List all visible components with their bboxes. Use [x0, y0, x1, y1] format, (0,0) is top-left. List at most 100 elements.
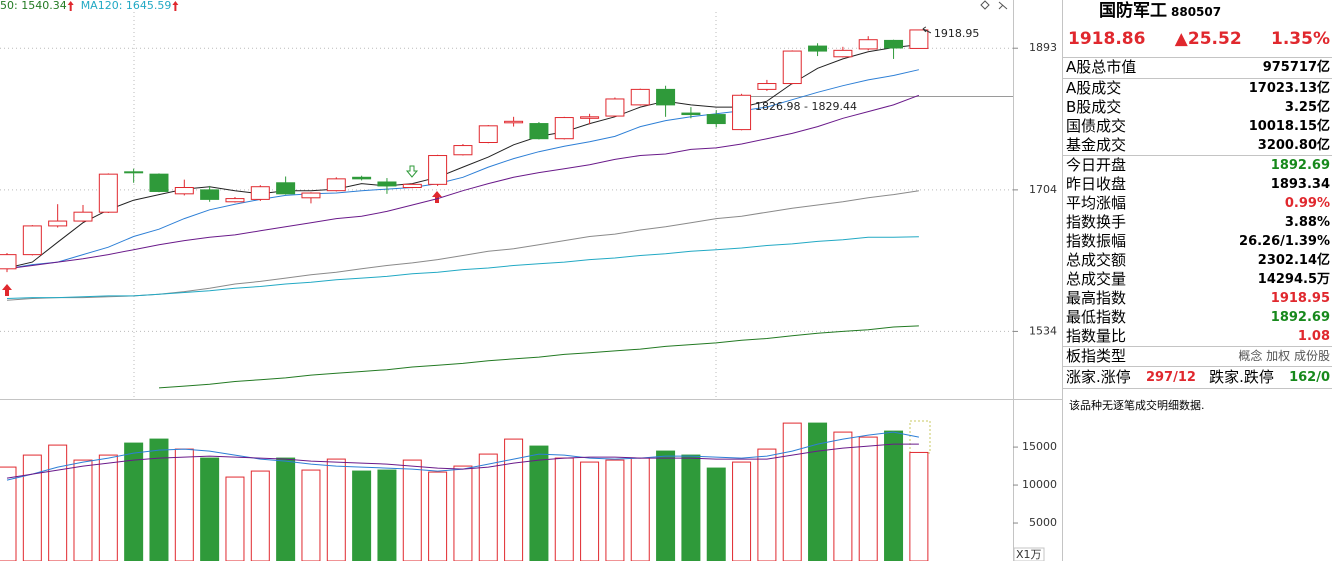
unit-label: X1万: [1016, 548, 1042, 561]
volume-bar: [757, 448, 777, 561]
stat-row: 今日开盘 1892.69: [1063, 156, 1332, 175]
stat-label: 国债成交: [1066, 117, 1127, 135]
stat-value: 1893.34: [1270, 177, 1330, 192]
volume-bar: [478, 453, 498, 561]
candle-body: [681, 112, 701, 116]
stat-row: A股成交 17023.13亿: [1063, 79, 1332, 98]
breadth-row: 涨家.涨停 297/12 跌家.跌停 162/0: [1063, 367, 1332, 389]
volume-bar: [554, 457, 574, 561]
stat-value: 0.99%: [1284, 196, 1330, 211]
panel-section: A股成交 17023.13亿 B股成交 3.25亿 国债成交 10018.15亿 基金成交 3…: [1063, 79, 1332, 156]
stat-label: 指数振幅: [1066, 232, 1127, 250]
volume-bar: [0, 466, 17, 561]
stat-row: 板指类型 概念 加权 成份股: [1063, 347, 1332, 366]
stat-value: 3.88%: [1284, 215, 1330, 230]
volume-bar: [48, 444, 68, 561]
legend-entry: 50: 1540.34: [0, 0, 67, 12]
unit-box: [1013, 547, 1045, 561]
stat-row: 基金成交 3200.80亿: [1063, 136, 1332, 155]
breadth-label: 涨家.涨停: [1066, 368, 1131, 386]
volume-bar: [884, 430, 904, 561]
y-tick-label: 10000: [1022, 478, 1057, 491]
moving-average-line: [6, 236, 919, 299]
candle-body: [402, 183, 422, 189]
stat-label: B股成交: [1066, 98, 1122, 116]
stat-value: 1892.69: [1270, 158, 1330, 173]
volume-bar: [149, 438, 169, 561]
candle-body: [706, 114, 726, 125]
volume-bar: [453, 465, 473, 561]
candle-body: [73, 211, 93, 222]
stat-label: 最高指数: [1066, 289, 1127, 307]
volume-bar: [225, 476, 245, 561]
panel-section: 今日开盘 1892.69 昨日收盘 1893.34 平均涨幅 0.99% 指数换手 3.88%…: [1063, 156, 1332, 347]
volume-bar: [808, 422, 828, 561]
legend-arrow: [172, 1, 179, 11]
y-tick-label: 5000: [1029, 516, 1057, 529]
candle-body: [22, 225, 42, 256]
volume-bar: [605, 459, 625, 561]
quote-panel: 国防军工 880507 1918.86 ▲25.52 1.35% A股总市值 975717亿…: [1062, 0, 1332, 561]
stat-label: 平均涨幅: [1066, 194, 1127, 212]
volume-bar: [428, 471, 448, 561]
y-tick-label: 1893: [1029, 41, 1057, 54]
stat-value: 3200.80亿: [1257, 138, 1330, 153]
candle-body: [757, 83, 777, 90]
volume-bar: [326, 458, 346, 561]
candle-body: [504, 120, 524, 124]
candle-body: [48, 220, 68, 227]
stat-value: 2302.14亿: [1257, 253, 1330, 268]
candle-body: [909, 29, 929, 49]
moving-average-line: [6, 443, 919, 479]
annotation: 1918.95: [934, 27, 980, 40]
expand-icon[interactable]: [998, 1, 1008, 10]
legend-arrow: [67, 1, 74, 11]
candle-body: [326, 178, 346, 192]
volume-bar: [174, 448, 194, 561]
breadth-value: 297/12: [1145, 370, 1196, 385]
volume-bar: [580, 461, 600, 561]
candle-body: [124, 171, 144, 174]
moving-average-line: [6, 44, 919, 269]
stat-value: 1918.95: [1270, 291, 1330, 306]
chart: 1534 1704 1893 50: 1540.34 MA120: 1645.59 191…: [0, 0, 1062, 561]
stat-label: 总成交量: [1066, 270, 1127, 288]
instrument-code: 880507: [1171, 5, 1222, 19]
stat-label: 基金成交: [1066, 136, 1127, 154]
candle-body: [529, 123, 549, 140]
buy-signal: [2, 284, 12, 296]
legend-entry: MA120: 1645.59: [81, 0, 172, 12]
panel-section: A股总市值 975717亿: [1063, 58, 1332, 79]
diamond-icon[interactable]: [980, 0, 990, 10]
last-price: 1918.86: [1068, 29, 1146, 49]
candle-body: [630, 88, 650, 106]
instrument-name: 国防军工: [1099, 1, 1167, 21]
candle-body: [884, 39, 904, 49]
candle-body: [808, 45, 828, 52]
stat-label: 板指类型: [1066, 347, 1127, 365]
candle-body: [301, 192, 321, 199]
stat-value: 概念 加权 成份股: [1238, 349, 1330, 363]
candle-body: [580, 116, 600, 119]
candle-body: [377, 181, 397, 187]
volume-bar: [909, 451, 929, 561]
stat-label: 总成交额: [1066, 251, 1127, 269]
candle-body: [656, 88, 676, 106]
stat-row: 总成交额 2302.14亿: [1063, 251, 1332, 270]
volume-bar: [782, 422, 802, 561]
candle-body: [478, 125, 498, 144]
stat-label: A股成交: [1066, 79, 1122, 97]
volume-bar: [630, 457, 650, 561]
buy-signal: [432, 191, 442, 203]
candle-body: [605, 98, 625, 117]
moving-average-line: [6, 69, 920, 270]
volume-bar: [732, 461, 752, 561]
quote-row: 1918.86 ▲25.52 1.35%: [1063, 22, 1332, 58]
panel-note: 该品种无逐笔成交明细数据.: [1069, 399, 1205, 412]
stat-row: 平均涨幅 0.99%: [1063, 194, 1332, 213]
volume-bar: [250, 470, 270, 561]
volume-bar: [529, 445, 549, 561]
volume-bar: [352, 470, 372, 561]
candle-body: [0, 254, 17, 270]
stat-row: 指数量比 1.08: [1063, 327, 1332, 346]
